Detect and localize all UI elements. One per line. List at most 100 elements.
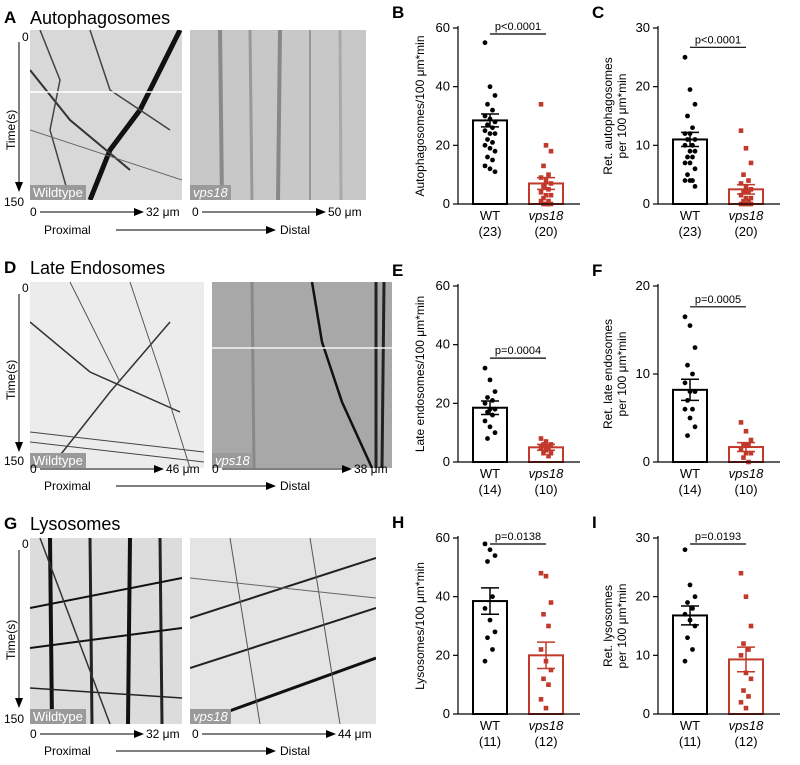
data-point-vps18: [541, 676, 546, 682]
x-category-label: vps18: [729, 718, 764, 733]
kymo-image: [190, 30, 366, 200]
data-point-wt: [685, 433, 690, 438]
kymograph-vps18: vps18: [190, 538, 376, 724]
chart-i: I 0 10 20 30 Ret. lysosomes per 100 μm*min WT (1…: [590, 510, 790, 765]
wildtype-label: Wildtype: [30, 185, 86, 200]
vps18-label: vps18: [190, 709, 231, 724]
y-tick-label: 10: [636, 366, 650, 381]
x-category-label: WT: [680, 718, 700, 733]
data-point-vps18: [546, 623, 551, 629]
data-point-vps18: [748, 676, 754, 682]
data-point-vps18: [538, 436, 544, 441]
time-start-label: 0: [22, 30, 29, 44]
data-point-wt: [690, 142, 695, 148]
x-category-label: vps18: [529, 466, 564, 481]
x-n-label: (12): [734, 734, 757, 749]
panel-label-g: G: [4, 514, 18, 533]
data-point-wt: [492, 553, 498, 558]
data-point-vps18: [746, 189, 751, 195]
x-n-label: (14): [478, 482, 501, 497]
data-point-wt: [685, 600, 690, 605]
y-tick-label: 60: [436, 530, 450, 545]
distance-max-wt: 32 μm: [146, 727, 180, 741]
data-point-wt: [487, 547, 493, 553]
data-point-vps18: [548, 450, 554, 456]
data-point-vps18: [541, 611, 546, 617]
y-tick-label: 0: [443, 196, 450, 211]
data-point-vps18: [538, 101, 544, 107]
data-point-wt: [692, 184, 698, 189]
data-point-wt: [487, 116, 493, 122]
data-point-vps18: [548, 667, 554, 673]
vps18-label: vps18: [212, 453, 253, 468]
data-point-wt: [490, 125, 495, 131]
kymograph-wildtype: Wildtype: [30, 30, 182, 200]
y-axis-label: Ret. autophagosomes: [601, 57, 615, 174]
panel-label: C: [592, 3, 604, 22]
data-point-wt: [692, 148, 698, 154]
data-point-wt: [692, 424, 698, 430]
x-n-label: (20): [734, 224, 757, 239]
distance-max-wt: 32 μm: [146, 205, 180, 219]
data-point-wt: [482, 606, 488, 611]
data-point-vps18: [746, 647, 751, 652]
data-point-wt: [690, 371, 695, 377]
data-point-vps18: [738, 128, 744, 133]
proximal-distal-arrow: [116, 226, 276, 234]
data-point-vps18: [541, 163, 546, 169]
data-point-wt: [690, 125, 695, 131]
p-value-label: p<0.0001: [695, 34, 741, 46]
data-point-wt: [492, 148, 498, 154]
data-point-vps18: [746, 442, 751, 447]
data-point-wt: [482, 418, 488, 424]
x-category-label: WT: [480, 208, 500, 223]
data-point-vps18: [546, 682, 551, 687]
y-tick-label: 0: [643, 706, 650, 721]
x-n-label: (10): [534, 482, 557, 497]
data-point-wt: [685, 398, 690, 403]
distance-zero-vps18: 0: [192, 205, 199, 219]
data-point-vps18: [741, 172, 746, 177]
data-point-vps18: [543, 192, 549, 198]
data-point-vps18: [546, 198, 551, 204]
proximal-label: Proximal: [44, 744, 91, 758]
data-point-wt: [490, 647, 495, 652]
data-point-wt: [687, 582, 693, 588]
data-point-wt: [685, 113, 690, 119]
chart-f: F 0 10 20 Ret. late endosomes per 100 μm*min W…: [590, 258, 790, 513]
data-point-wt: [482, 113, 488, 119]
data-point-wt: [682, 547, 688, 553]
data-point-wt: [492, 629, 498, 635]
kymo-image: [30, 282, 204, 468]
data-point-wt: [690, 606, 695, 611]
data-point-wt: [492, 169, 498, 175]
data-point-wt: [485, 559, 490, 564]
y-tick-label: 0: [443, 454, 450, 469]
time-end-label: 150: [4, 454, 25, 468]
data-point-wt: [692, 623, 698, 629]
data-point-wt: [685, 635, 690, 641]
data-point-wt: [687, 178, 693, 183]
wildtype-label: Wildtype: [30, 453, 86, 468]
distance-zero-wt: 0: [30, 727, 37, 741]
y-tick-label: 60: [436, 20, 450, 35]
y-tick-label: 10: [636, 647, 650, 662]
data-point-vps18: [541, 184, 546, 189]
data-point-vps18: [543, 658, 549, 664]
distance-arrow-vps18: [202, 208, 326, 216]
data-point-wt: [492, 93, 498, 98]
data-point-wt: [687, 389, 693, 394]
data-point-wt: [692, 345, 698, 350]
panel-label-a: A: [4, 8, 17, 27]
data-point-vps18: [738, 192, 744, 198]
distance-max-vps18: 50 μm: [328, 205, 362, 219]
y-tick-label: 40: [436, 589, 450, 604]
data-point-wt: [490, 594, 495, 600]
x-category-label: WT: [680, 208, 700, 223]
bar-wt: [672, 614, 708, 715]
y-tick-label: 20: [436, 395, 450, 410]
p-value-label: p=0.0138: [495, 531, 541, 543]
chart-h: H 0 20 40 60 Lysosomes/100 μm*min WT (11) vps18(…: [390, 510, 590, 765]
data-point-vps18: [738, 699, 744, 705]
data-point-vps18: [743, 145, 749, 151]
